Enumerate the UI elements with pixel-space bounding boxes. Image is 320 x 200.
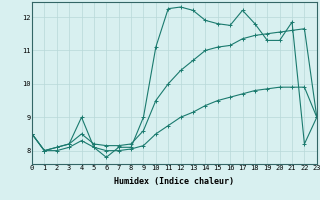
X-axis label: Humidex (Indice chaleur): Humidex (Indice chaleur) [115,177,234,186]
